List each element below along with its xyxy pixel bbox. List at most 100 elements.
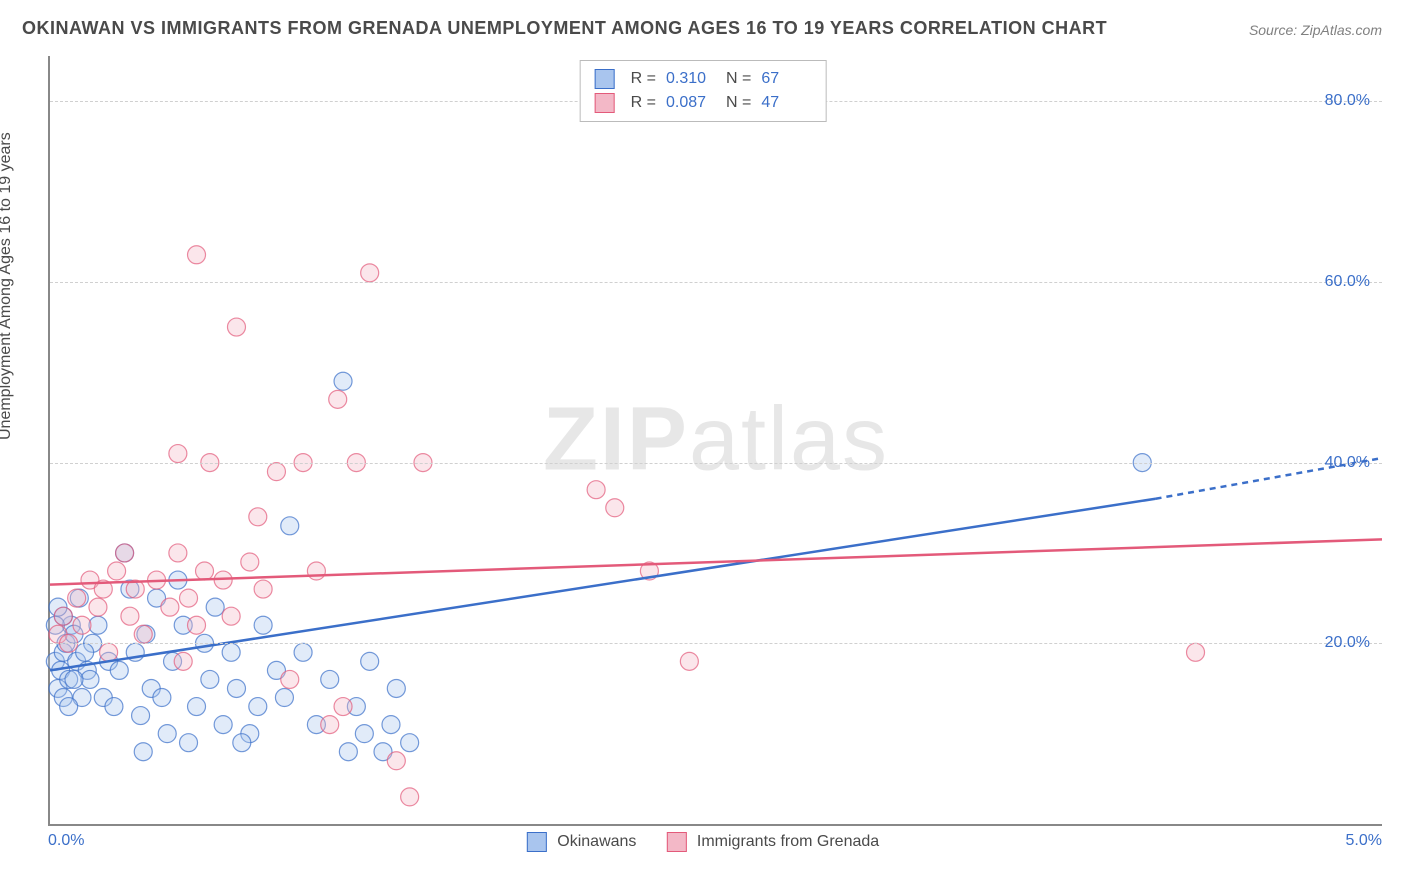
n-label: N = [726, 94, 751, 112]
data-point [134, 625, 152, 643]
gridline [50, 643, 1382, 644]
plot-area: ZIPatlas 20.0%40.0%60.0%80.0% [48, 56, 1382, 826]
r-value-1: 0.310 [666, 70, 716, 88]
n-value-1: 67 [761, 70, 811, 88]
data-point [76, 643, 94, 661]
data-point [174, 652, 192, 670]
r-label: R = [631, 94, 656, 112]
legend-row-grenada: R = 0.087 N = 47 [595, 91, 812, 115]
swatch-grenada-icon [666, 832, 686, 852]
data-point [161, 598, 179, 616]
data-point [222, 643, 240, 661]
data-point [1187, 643, 1205, 661]
data-point [68, 589, 86, 607]
data-point [100, 643, 118, 661]
data-point [54, 607, 72, 625]
data-point [196, 562, 214, 580]
data-point [81, 670, 99, 688]
swatch-grenada [595, 93, 615, 113]
y-tick-label: 20.0% [1325, 634, 1370, 652]
data-point [89, 598, 107, 616]
data-point [73, 616, 91, 634]
data-point [89, 616, 107, 634]
data-point [132, 707, 150, 725]
data-point [214, 716, 232, 734]
data-point [153, 689, 171, 707]
data-point [201, 670, 219, 688]
data-point [329, 390, 347, 408]
data-point [334, 372, 352, 390]
data-point [321, 670, 339, 688]
data-point [241, 553, 259, 571]
data-point [60, 698, 78, 716]
data-point [158, 725, 176, 743]
data-point [227, 318, 245, 336]
swatch-okinawans [595, 69, 615, 89]
legend-item-grenada: Immigrants from Grenada [666, 832, 879, 852]
r-value-2: 0.087 [666, 94, 716, 112]
chart-svg [50, 56, 1382, 824]
x-tick-max: 5.0% [1346, 832, 1382, 850]
data-point [116, 544, 134, 562]
data-point [233, 734, 251, 752]
n-label: N = [726, 70, 751, 88]
gridline [50, 282, 1382, 283]
y-tick-label: 60.0% [1325, 273, 1370, 291]
data-point [188, 616, 206, 634]
data-point [401, 734, 419, 752]
data-point [361, 264, 379, 282]
series-legend: Okinawans Immigrants from Grenada [527, 832, 879, 852]
data-point [65, 670, 83, 688]
correlation-legend: R = 0.310 N = 67 R = 0.087 N = 47 [580, 60, 827, 122]
data-point [321, 716, 339, 734]
data-point [307, 562, 325, 580]
data-point [294, 643, 312, 661]
data-point [121, 607, 139, 625]
data-point [169, 544, 187, 562]
data-point [206, 598, 224, 616]
data-point [249, 508, 267, 526]
data-point [355, 725, 373, 743]
y-tick-label: 80.0% [1325, 92, 1370, 110]
swatch-okinawans-icon [527, 832, 547, 852]
legend-label-2: Immigrants from Grenada [697, 833, 879, 850]
data-point [180, 589, 198, 607]
data-point [267, 463, 285, 481]
data-point [339, 743, 357, 761]
data-point [254, 580, 272, 598]
data-point [227, 679, 245, 697]
data-point [254, 616, 272, 634]
data-point [281, 670, 299, 688]
data-point [587, 481, 605, 499]
data-point [401, 788, 419, 806]
r-label: R = [631, 70, 656, 88]
gridline [50, 463, 1382, 464]
x-tick-min: 0.0% [48, 832, 84, 850]
legend-label-1: Okinawans [557, 833, 636, 850]
data-point [108, 562, 126, 580]
data-point [169, 445, 187, 463]
n-value-2: 47 [761, 94, 811, 112]
data-point [275, 689, 293, 707]
data-point [281, 517, 299, 535]
legend-row-okinawans: R = 0.310 N = 67 [595, 67, 812, 91]
data-point [606, 499, 624, 517]
data-point [105, 698, 123, 716]
data-point [222, 607, 240, 625]
data-point [249, 698, 267, 716]
legend-item-okinawans: Okinawans [527, 832, 637, 852]
data-point [188, 246, 206, 264]
data-point [361, 652, 379, 670]
data-point [110, 661, 128, 679]
data-point [134, 743, 152, 761]
data-point [334, 698, 352, 716]
y-tick-label: 40.0% [1325, 454, 1370, 472]
y-axis-label: Unemployment Among Ages 16 to 19 years [0, 132, 15, 440]
data-point [180, 734, 198, 752]
chart-title: OKINAWAN VS IMMIGRANTS FROM GRENADA UNEM… [22, 18, 1107, 39]
data-point [382, 716, 400, 734]
data-point [680, 652, 698, 670]
data-point [188, 698, 206, 716]
source-attribution: Source: ZipAtlas.com [1249, 22, 1382, 38]
data-point [387, 679, 405, 697]
